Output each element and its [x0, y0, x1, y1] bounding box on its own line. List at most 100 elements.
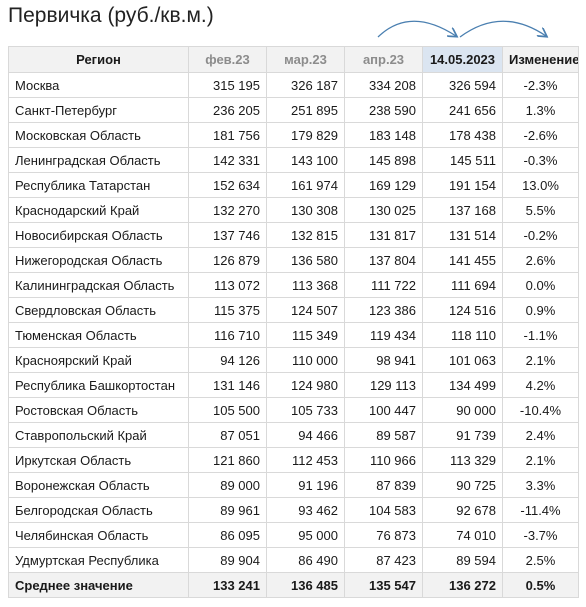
mar-cell: 161 974: [266, 172, 345, 198]
apr-cell: 145 898: [344, 147, 423, 173]
header-apr: апр.23: [344, 46, 423, 73]
header-mar: мар.23: [266, 46, 345, 73]
apr-cell: 137 804: [344, 247, 423, 273]
change-cell: -1.1%: [502, 322, 579, 348]
current-cell: 118 110: [422, 322, 503, 348]
current-cell: 90 725: [422, 472, 503, 498]
current-cell: 74 010: [422, 522, 503, 548]
change-cell: 2.6%: [502, 247, 579, 273]
feb-cell: 115 375: [188, 297, 267, 323]
current-cell: 145 511: [422, 147, 503, 173]
table-row: Ленинградская Область 142 331 143 100 145 8…: [8, 147, 579, 173]
header-feb: фев.23: [188, 46, 267, 73]
feb-cell: 89 000: [188, 472, 267, 498]
feb-cell: 315 195: [188, 72, 267, 98]
change-cell: 13.0%: [502, 172, 579, 198]
mar-cell: 94 466: [266, 422, 345, 448]
table-row: Ставропольский Край 87 051 94 466 89 587 91 …: [8, 422, 579, 448]
mar-cell: 130 308: [266, 197, 345, 223]
change-cell: 2.4%: [502, 422, 579, 448]
apr-cell: 135 547: [344, 572, 423, 598]
apr-cell: 119 434: [344, 322, 423, 348]
apr-cell: 104 583: [344, 497, 423, 523]
average-row: Среднее значение 133 241 136 485 135 547 136…: [8, 572, 579, 598]
table-row: Московская Область 181 756 179 829 183 148 1…: [8, 122, 579, 148]
region-cell: Тюменская Область: [8, 322, 189, 348]
region-cell: Ростовская Область: [8, 397, 189, 423]
apr-cell: 100 447: [344, 397, 423, 423]
change-cell: -2.3%: [502, 72, 579, 98]
feb-cell: 121 860: [188, 447, 267, 473]
table-row: Иркутская Область 121 860 112 453 110 966 11…: [8, 447, 579, 473]
apr-cell: 87 423: [344, 547, 423, 573]
mar-cell: 86 490: [266, 547, 345, 573]
change-cell: -0.3%: [502, 147, 579, 173]
feb-cell: 126 879: [188, 247, 267, 273]
current-cell: 92 678: [422, 497, 503, 523]
region-cell: Калининградская Область: [8, 272, 189, 298]
change-cell: -3.7%: [502, 522, 579, 548]
apr-cell: 76 873: [344, 522, 423, 548]
change-cell: -11.4%: [502, 497, 579, 523]
region-cell: Ставропольский Край: [8, 422, 189, 448]
current-cell: 137 168: [422, 197, 503, 223]
table-header-row: Регион фев.23 мар.23 апр.23 14.05.2023 И…: [8, 46, 579, 73]
apr-cell: 129 113: [344, 372, 423, 398]
region-cell: Московская Область: [8, 122, 189, 148]
apr-cell: 98 941: [344, 347, 423, 373]
mar-cell: 136 580: [266, 247, 345, 273]
feb-cell: 87 051: [188, 422, 267, 448]
region-cell: Удмуртская Республика: [8, 547, 189, 573]
table-row: Новосибирская Область 137 746 132 815 131 8…: [8, 222, 579, 248]
region-cell: Ленинградская Область: [8, 147, 189, 173]
current-cell: 191 154: [422, 172, 503, 198]
apr-cell: 169 129: [344, 172, 423, 198]
feb-cell: 89 904: [188, 547, 267, 573]
current-cell: 91 739: [422, 422, 503, 448]
region-cell: Нижегородская Область: [8, 247, 189, 273]
change-cell: 5.5%: [502, 197, 579, 223]
mar-cell: 95 000: [266, 522, 345, 548]
feb-cell: 94 126: [188, 347, 267, 373]
change-cell: 0.0%: [502, 272, 579, 298]
region-cell: Новосибирская Область: [8, 222, 189, 248]
table-row: Красноярский Край 94 126 110 000 98 941 101 …: [8, 347, 579, 373]
current-cell: 124 516: [422, 297, 503, 323]
header-change: Изменение: [502, 46, 579, 73]
table-row: Белгородская Область 89 961 93 462 104 583 9…: [8, 497, 579, 523]
feb-cell: 113 072: [188, 272, 267, 298]
mar-cell: 93 462: [266, 497, 345, 523]
table-row: Свердловская Область 115 375 124 507 123 38…: [8, 297, 579, 323]
region-cell: Санкт-Петербург: [8, 97, 189, 123]
feb-cell: 137 746: [188, 222, 267, 248]
mar-cell: 91 196: [266, 472, 345, 498]
region-cell: Свердловская Область: [8, 297, 189, 323]
mar-cell: 115 349: [266, 322, 345, 348]
price-table: Регион фев.23 мар.23 апр.23 14.05.2023 И…: [8, 46, 579, 598]
mar-cell: 179 829: [266, 122, 345, 148]
table-row: Челябинская Область 86 095 95 000 76 873 74 …: [8, 522, 579, 548]
feb-cell: 133 241: [188, 572, 267, 598]
table-row: Удмуртская Республика 89 904 86 490 87 423 8…: [8, 547, 579, 573]
table-row: Краснодарский Край 132 270 130 308 130 025 1…: [8, 197, 579, 223]
apr-cell: 131 817: [344, 222, 423, 248]
mar-cell: 326 187: [266, 72, 345, 98]
table-row: Воронежская Область 89 000 91 196 87 839 90 …: [8, 472, 579, 498]
table-row: Калининградская Область 113 072 113 368 111…: [8, 272, 579, 298]
current-cell: 241 656: [422, 97, 503, 123]
apr-cell: 111 722: [344, 272, 423, 298]
change-cell: 2.1%: [502, 347, 579, 373]
change-cell: 4.2%: [502, 372, 579, 398]
current-cell: 134 499: [422, 372, 503, 398]
feb-cell: 105 500: [188, 397, 267, 423]
mar-cell: 105 733: [266, 397, 345, 423]
mar-cell: 112 453: [266, 447, 345, 473]
mar-cell: 132 815: [266, 222, 345, 248]
current-cell: 113 329: [422, 447, 503, 473]
arrow-to-current-icon: [377, 20, 456, 37]
apr-cell: 183 148: [344, 122, 423, 148]
mar-cell: 124 980: [266, 372, 345, 398]
feb-cell: 236 205: [188, 97, 267, 123]
page-title: Первичка (руб./кв.м.): [8, 4, 214, 27]
mar-cell: 136 485: [266, 572, 345, 598]
